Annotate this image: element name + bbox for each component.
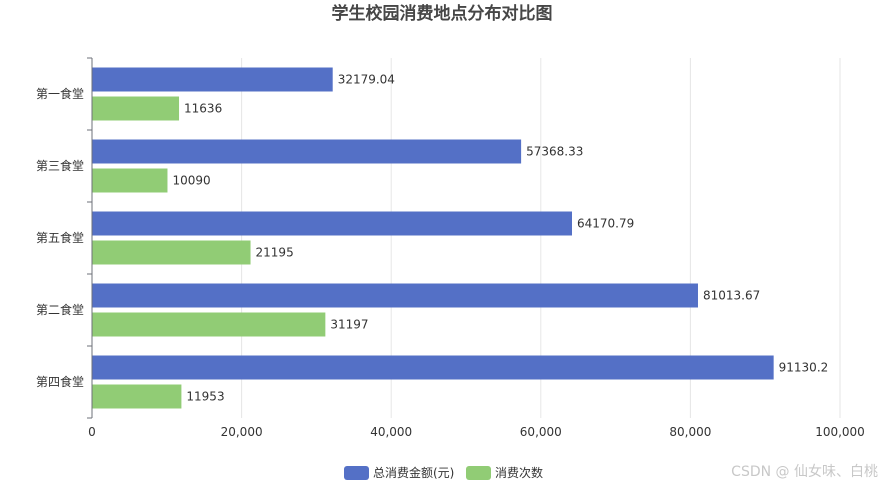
bar[interactable] xyxy=(92,211,572,236)
labels: 0 20,000 40,000 60,000 80,000 100,000 第一食堂第三食堂… xyxy=(36,73,865,440)
legend-label[interactable]: 消费次数 xyxy=(495,465,543,480)
chart-title: 学生校园消费地点分布对比图 xyxy=(332,3,553,24)
x-tick-label: 80,000 xyxy=(669,425,711,439)
legend-label[interactable]: 总消费金额(元) xyxy=(373,465,454,480)
data-label: 10090 xyxy=(172,174,210,188)
bar[interactable] xyxy=(92,139,522,164)
bar[interactable] xyxy=(92,240,251,265)
data-label: 81013.67 xyxy=(703,289,760,303)
data-label: 64170.79 xyxy=(577,217,634,231)
x-tick-label: 60,000 xyxy=(520,425,562,439)
bar[interactable] xyxy=(92,312,326,337)
data-label: 21195 xyxy=(256,246,294,260)
category-label: 第三食堂 xyxy=(36,158,84,173)
category-label: 第四食堂 xyxy=(36,374,84,389)
bar[interactable] xyxy=(92,96,180,121)
x-tick-label: 40,000 xyxy=(370,425,412,439)
category-label: 第二食堂 xyxy=(36,302,84,317)
legend[interactable]: 总消费金额(元) 消费次数 xyxy=(344,465,543,480)
category-label: 第五食堂 xyxy=(36,230,84,245)
category-label: 第一食堂 xyxy=(36,86,84,101)
x-tick-label: 0 xyxy=(88,425,96,439)
bar[interactable] xyxy=(92,67,333,92)
bars xyxy=(92,67,774,409)
x-tick-label: 100,000 xyxy=(815,425,865,439)
data-label: 11636 xyxy=(184,102,222,116)
bar[interactable] xyxy=(92,384,182,409)
bar[interactable] xyxy=(92,283,698,308)
bar[interactable] xyxy=(92,168,168,193)
watermark-text: CSDN @ 仙女味、白桃 xyxy=(731,463,878,480)
data-label: 31197 xyxy=(330,318,368,332)
bar[interactable] xyxy=(92,355,774,380)
x-tick-label: 20,000 xyxy=(221,425,263,439)
data-label: 11953 xyxy=(186,390,224,404)
legend-swatch[interactable] xyxy=(466,466,491,480)
data-label: 91130.2 xyxy=(779,361,829,375)
legend-swatch[interactable] xyxy=(344,466,369,480)
axes xyxy=(87,57,93,419)
data-label: 57368.33 xyxy=(526,145,583,159)
data-label: 32179.04 xyxy=(338,73,395,87)
